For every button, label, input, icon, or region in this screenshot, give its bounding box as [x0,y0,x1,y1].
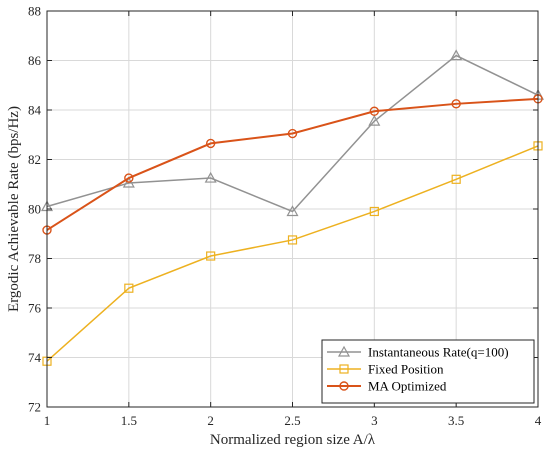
data-point-square [339,364,349,374]
series-line [46,145,539,362]
data-point-square [369,206,379,217]
x-tick-label: 3.5 [448,413,464,428]
data-point-circle [339,381,349,391]
y-tick-label: 72 [28,400,41,415]
legend-entry: Instantaneous Rate(q=100) [327,345,509,360]
x-axis-label: Normalized region size A/λ [210,432,376,448]
y-tick-label: 78 [28,251,41,266]
legend-label: MA Optimized [368,379,447,394]
data-point-square [287,235,298,245]
legend: Instantaneous Rate(q=100) Fixed Position M… [321,339,535,404]
x-tick-label: 3 [371,413,378,428]
legend-label: Fixed Position [368,362,444,377]
y-axis-label: Ergodic Achievable Rate (bps/Hz) [6,106,22,312]
data-point-circle [205,138,216,149]
x-tick-label: 2.5 [284,413,300,428]
data-point-square [124,283,134,293]
y-tick-label: 84 [28,103,42,118]
data-point-triangle [286,205,299,217]
legend-box [321,339,535,404]
data-point-circle [124,173,134,183]
series-triangle [40,49,545,217]
y-tick-label: 76 [28,301,42,316]
series-layer [40,49,545,366]
data-point-triangle [337,345,351,357]
data-point-circle [369,106,380,116]
data-point-triangle [122,176,135,188]
x-tick-label: 1.5 [121,413,137,428]
y-tick-label: 82 [28,152,41,167]
data-point-triangle [204,171,217,183]
series-circle [42,94,543,235]
legend-entry: MA Optimized [327,379,447,394]
ticks: 1 1.5 2 2.5 3 3.5 4 72 74 76 78 80 82 84 86 88 [28,4,542,429]
legend-entry: Fixed Position [327,362,444,377]
x-tick-label: 1 [44,413,51,428]
data-point-triangle [368,114,381,126]
series-line [46,97,539,231]
series-line [46,54,539,213]
y-tick-label: 88 [28,4,41,19]
data-point-square [206,251,216,261]
legend-label: Instantaneous Rate(q=100) [368,345,509,360]
y-tick-label: 86 [28,53,42,68]
x-tick-label: 2 [207,413,214,428]
y-tick-label: 74 [28,350,42,365]
data-point-square [451,174,461,184]
x-tick-label: 4 [535,413,542,428]
data-point-circle [451,99,461,109]
data-point-triangle [450,49,463,61]
y-tick-label: 80 [28,202,41,217]
data-point-circle [287,128,298,139]
